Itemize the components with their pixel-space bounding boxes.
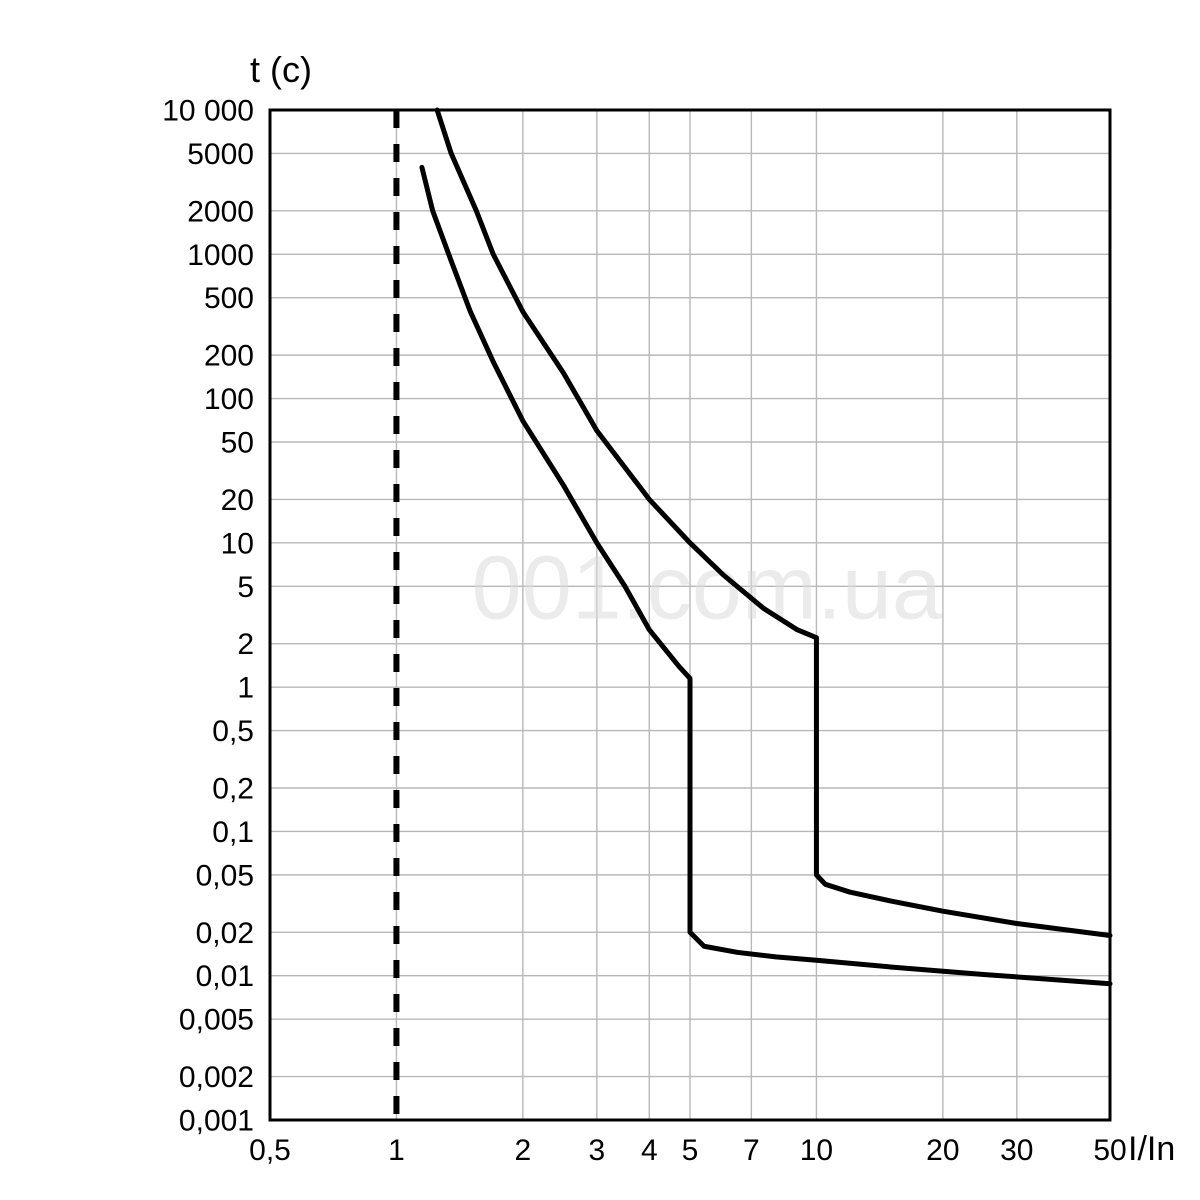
- x-tick-label: 5: [682, 1134, 699, 1167]
- y-tick-label: 0,001: [179, 1105, 254, 1138]
- chart-svg: 001.com.ua 10 000 5000 2000 1000 500 200 100 50 2…: [0, 0, 1200, 1200]
- y-tick-label: 500: [204, 282, 254, 315]
- y-tick-label: 50: [221, 427, 254, 460]
- y-tick-label: 10 000: [162, 95, 254, 128]
- y-tick-label: 0,02: [196, 917, 254, 950]
- y-tick-label: 0,2: [212, 772, 254, 805]
- y-tick-label: 1: [237, 672, 254, 705]
- x-tick-label: 10: [800, 1134, 833, 1167]
- trip-curve-chart: 001.com.ua 10 000 5000 2000 1000 500 200 100 50 2…: [0, 0, 1200, 1200]
- x-tick-label: 20: [926, 1134, 959, 1167]
- x-tick-label: 7: [743, 1134, 760, 1167]
- y-tick-label: 20: [221, 484, 254, 517]
- y-tick-label: 0,05: [196, 859, 254, 892]
- y-tick-label: 2000: [187, 195, 254, 228]
- y-tick-label: 1000: [187, 239, 254, 272]
- y-tick-label: 0,005: [179, 1004, 254, 1037]
- y-tick-label: 0,01: [196, 960, 254, 993]
- x-tick-label: 30: [1000, 1134, 1033, 1167]
- y-tick-label: 0,1: [212, 816, 254, 849]
- x-tick-label: 3: [588, 1134, 605, 1167]
- x-tick-label: 4: [641, 1134, 658, 1167]
- y-tick-label: 0,002: [179, 1061, 254, 1094]
- y-tick-label: 100: [204, 383, 254, 416]
- x-tick-label: 1: [388, 1134, 405, 1167]
- y-tick-label: 5: [237, 571, 254, 604]
- y-tick-label: 5000: [187, 138, 254, 171]
- y-axis-title: t (c): [250, 49, 312, 90]
- watermark-text: 001.com.ua: [472, 538, 943, 638]
- x-tick-label: 0,5: [249, 1134, 291, 1167]
- x-tick-label: 2: [515, 1134, 532, 1167]
- y-tick-label: 2: [237, 628, 254, 661]
- x-axis-title: I/In: [1128, 1130, 1175, 1168]
- y-tick-label: 0,5: [212, 715, 254, 748]
- y-tick-label: 200: [204, 340, 254, 373]
- y-tick-label: 10: [221, 527, 254, 560]
- x-tick-label: 50: [1093, 1134, 1126, 1167]
